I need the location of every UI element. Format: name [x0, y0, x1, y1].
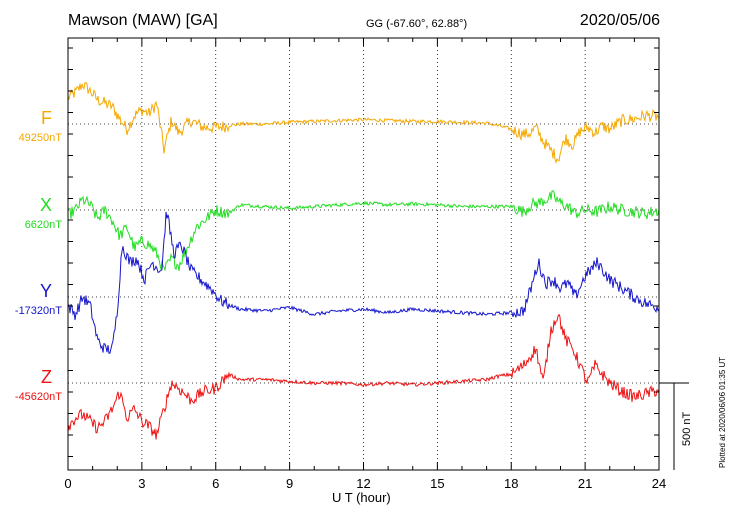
f-component-label: F: [41, 108, 52, 128]
x-baseline-label: 6620nT: [24, 219, 62, 231]
date-label: 2020/05/06: [579, 12, 660, 29]
scale-bar: [659, 382, 689, 470]
x-component-label: X: [39, 195, 52, 215]
x-tick-label: 0: [64, 476, 71, 491]
f-baseline-label: 49250nT: [18, 132, 62, 144]
x-tick-label: 6: [212, 476, 219, 491]
trace-y: [67, 211, 660, 354]
trace-x: [67, 190, 660, 271]
x-tick-label: 12: [356, 476, 370, 491]
x-tick-label: 15: [430, 476, 444, 491]
trace-f: [67, 81, 659, 165]
y-baseline-label: -17320nT: [14, 305, 62, 317]
z-component-label: Z: [41, 367, 52, 387]
trace-layer: [67, 81, 660, 440]
x-axis-label: U T (hour): [332, 490, 391, 505]
axis-ticks: 0 3 6 9 12 15 18 21 24: [64, 38, 666, 491]
y-component-label: Y: [39, 281, 52, 301]
plotted-timestamp: Plotted at 2020/06/06 01:35 UT: [718, 356, 727, 468]
z-baseline-label: -45620nT: [14, 391, 62, 403]
scale-bar-label: 500 nT: [681, 411, 693, 446]
geographic-coordinates: GG (-67.60°, 62.88°): [366, 18, 468, 30]
x-tick-label: 3: [138, 476, 145, 491]
station-title: Mawson (MAW) [GA]: [68, 12, 218, 29]
trace-z: [67, 313, 660, 440]
grid-lines: [68, 38, 659, 470]
x-tick-label: 18: [504, 476, 518, 491]
x-tick-label: 9: [286, 476, 293, 491]
x-tick-label: 24: [652, 476, 666, 491]
x-tick-label: 21: [578, 476, 592, 491]
